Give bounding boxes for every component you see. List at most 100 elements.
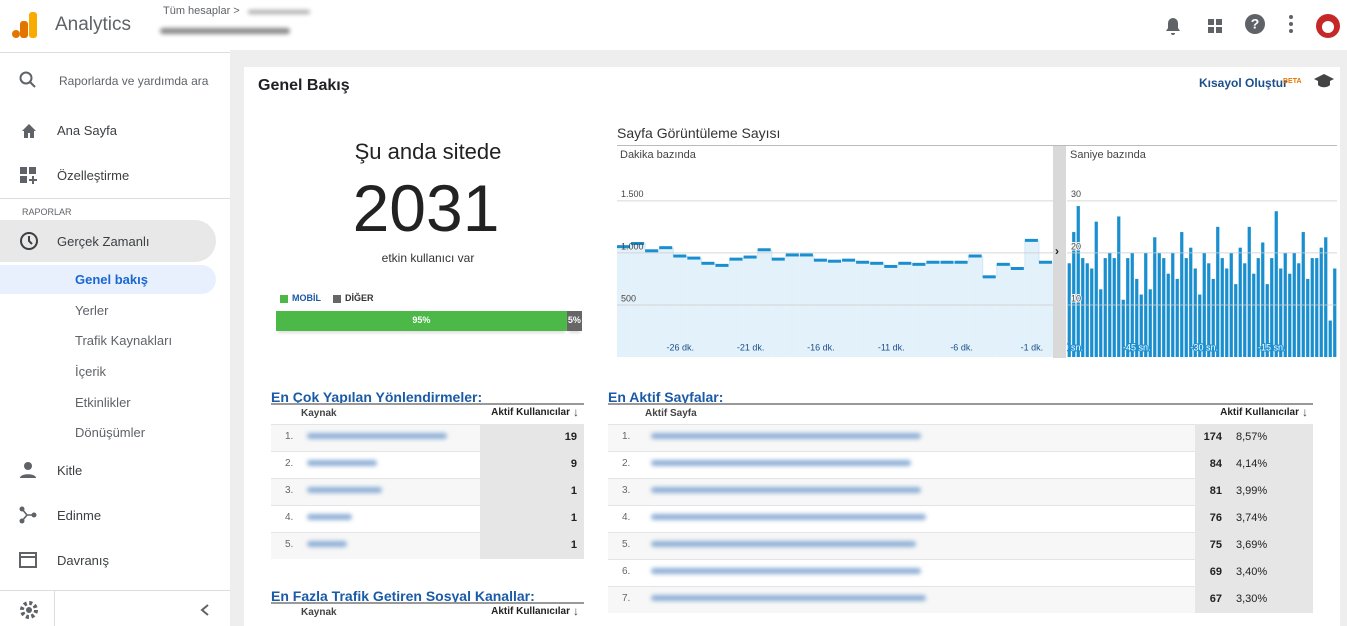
nav-item[interactable]: Edinme — [57, 508, 102, 523]
bar — [1081, 258, 1085, 357]
bar — [1265, 284, 1269, 357]
bar — [1243, 263, 1247, 357]
nav-subitem[interactable]: Yerler — [75, 303, 109, 318]
nav-subitem[interactable]: İçerik — [75, 364, 107, 379]
row-rank: 5. — [622, 539, 631, 550]
area — [870, 263, 885, 357]
row-rank: 7. — [622, 593, 631, 604]
active-count: 2031 — [352, 171, 500, 245]
shortcut-link[interactable]: Kısayol Oluştur — [1199, 76, 1288, 90]
nav-item[interactable]: Gerçek Zamanlı — [57, 234, 150, 249]
nav-subitem[interactable]: Trafik Kaynakları — [75, 333, 173, 348]
row-rank: 4. — [622, 512, 631, 523]
divider — [0, 198, 230, 199]
area — [926, 262, 941, 357]
row-link-blur[interactable] — [651, 487, 921, 493]
table-title[interactable]: En Fazla Trafik Getiren Sosyal Kanallar: — [271, 588, 535, 604]
nav-item[interactable]: Davranış — [57, 553, 110, 568]
second-chart: Saniye bazında 10 20 30 -60 sn. -45 sn. -30 sn… — [1067, 149, 1337, 357]
area — [701, 263, 716, 357]
device-bar — [566, 311, 582, 331]
chart-subtitle: Dakika bazında — [620, 149, 697, 161]
row-link-blur[interactable] — [307, 460, 377, 466]
bar — [1193, 268, 1197, 357]
table-header-col[interactable]: Kaynak — [301, 607, 337, 618]
bar — [1211, 278, 1215, 357]
nav-item[interactable]: Özelleştirme — [57, 168, 130, 183]
table-border — [608, 403, 1313, 405]
collapse-button[interactable] — [199, 603, 211, 617]
nav-subitem[interactable]: Dönüşümler — [75, 425, 146, 440]
table-header-col[interactable]: Kaynak — [301, 408, 337, 419]
row-share: 3,30% — [1236, 593, 1268, 605]
table-header-col[interactable]: Aktif Sayfa — [645, 408, 697, 419]
bar — [1333, 268, 1337, 357]
legend-swatch — [333, 295, 341, 303]
bar — [1117, 216, 1121, 357]
row-link-blur[interactable] — [651, 568, 921, 574]
nav-subitem[interactable]: Genel bakış — [75, 272, 148, 287]
cap-icon[interactable] — [1314, 73, 1334, 89]
row-link-blur[interactable] — [651, 433, 921, 439]
bar — [1319, 247, 1323, 357]
table-header-col[interactable]: Aktif Kullanıcılar — [491, 407, 570, 418]
active-heading: Şu anda sitede — [354, 139, 502, 164]
row-link-blur[interactable] — [307, 541, 347, 547]
search-input[interactable]: Raporlarda ve yardımda ara — [59, 74, 209, 88]
header-icons[interactable]: ? — [1160, 12, 1340, 40]
row-link-blur[interactable] — [651, 541, 916, 547]
breadcrumb[interactable]: Tüm hesaplar > — [163, 5, 240, 17]
bar — [1184, 258, 1188, 357]
area — [743, 257, 758, 357]
nav-subitem[interactable]: Etkinlikler — [75, 395, 131, 410]
legend-label: DİĞER — [345, 293, 374, 303]
row-users: 1 — [570, 539, 577, 551]
row-link-blur[interactable] — [651, 460, 911, 466]
x-tick-label: -45 sn. — [1123, 342, 1151, 352]
bar — [1112, 258, 1116, 357]
bar — [1256, 258, 1260, 357]
area — [842, 260, 857, 357]
area — [771, 259, 786, 357]
bar — [1234, 284, 1238, 357]
bar — [1189, 247, 1193, 357]
row-link-blur[interactable] — [307, 487, 382, 493]
bar — [1225, 268, 1229, 357]
row-link-blur[interactable] — [651, 595, 926, 601]
chart-border — [617, 145, 1337, 146]
bar — [1099, 289, 1103, 357]
nav-item[interactable]: Kitle — [57, 463, 83, 478]
active-caption: etkin kullanıcı var — [381, 251, 475, 265]
row-rank: 2. — [285, 458, 294, 469]
section-label: RAPORLAR — [22, 207, 72, 217]
table-title[interactable]: En Çok Yapılan Yönlendirmeler: — [271, 389, 483, 405]
nav-item[interactable]: Ana Sayfa — [57, 123, 117, 138]
table-header-col[interactable]: Aktif Kullanıcılar — [1220, 407, 1299, 418]
sort-arrow: ↓ — [573, 405, 579, 419]
custom-icon — [20, 167, 37, 184]
row-link-blur[interactable] — [307, 514, 352, 520]
bar — [1148, 289, 1152, 357]
table-title[interactable]: En Aktif Sayfalar: — [608, 389, 724, 405]
row-link-blur[interactable] — [651, 514, 926, 520]
table-header-col[interactable]: Aktif Kullanıcılar — [491, 606, 570, 617]
row-link-blur[interactable] — [307, 433, 447, 439]
row-share: 3,69% — [1236, 539, 1268, 551]
area — [687, 258, 702, 357]
bar — [1216, 226, 1220, 357]
clock-icon — [20, 232, 38, 250]
bar — [1076, 206, 1080, 357]
row-rank: 5. — [285, 539, 294, 550]
bar — [1198, 294, 1202, 357]
behavior-icon — [19, 552, 37, 568]
row-users: 9 — [570, 458, 577, 470]
y-tick-label: 20 — [1071, 241, 1081, 251]
divider-arrow[interactable]: › — [1055, 244, 1059, 258]
y-tick-label: 30 — [1071, 189, 1081, 199]
row-share: 3,40% — [1236, 566, 1268, 578]
bar — [1270, 258, 1274, 357]
settings-icon[interactable] — [19, 600, 39, 620]
bar — [1274, 211, 1278, 357]
x-tick-label: -15 sn. — [1258, 342, 1286, 352]
